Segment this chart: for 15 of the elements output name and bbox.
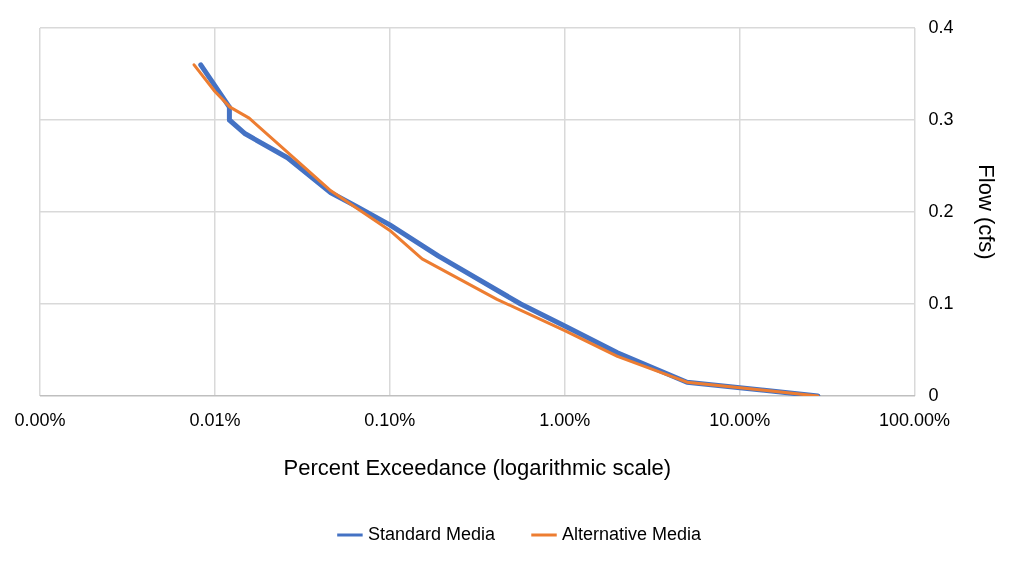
y-tick-label: 0.3 xyxy=(928,108,954,129)
y-axis-title: Flow (cfs) xyxy=(973,164,999,260)
legend-label: Standard Media xyxy=(367,523,496,544)
legend-label: Alternative Media xyxy=(562,523,703,544)
y-tick-label: 0.2 xyxy=(928,200,954,221)
x-tick-label: 10.00% xyxy=(709,409,771,430)
y-tick-label: 0.4 xyxy=(928,16,954,37)
x-axis-title: Percent Exceedance (logarithmic scale) xyxy=(283,454,672,480)
y-tick-label: 0 xyxy=(928,384,939,405)
x-tick-label: 0.00% xyxy=(14,409,66,430)
x-tick-label: 100.00% xyxy=(879,409,951,430)
x-tick-label: 1.00% xyxy=(539,409,591,430)
x-tick-label: 0.01% xyxy=(189,409,241,430)
x-tick-label: 0.10% xyxy=(364,409,416,430)
y-tick-label: 0.1 xyxy=(928,292,954,313)
